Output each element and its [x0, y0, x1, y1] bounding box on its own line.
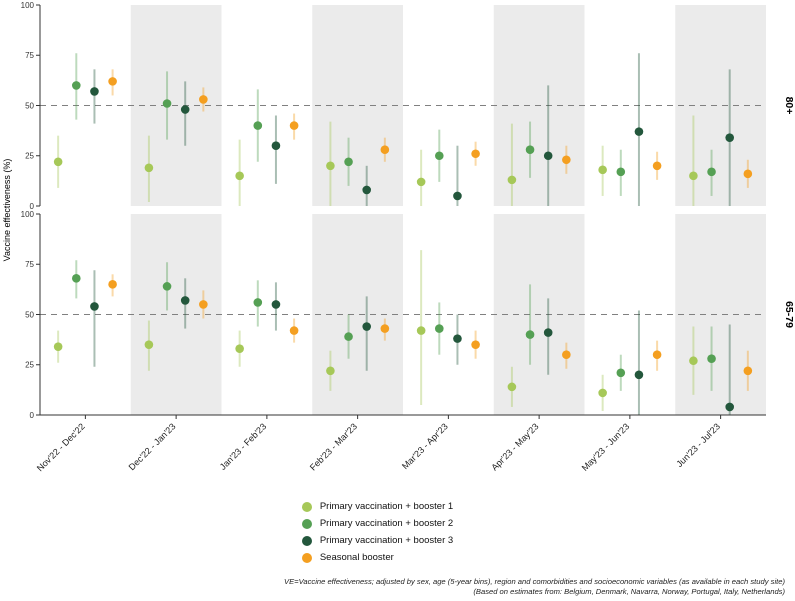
footnote-line2: (Based on estimates from: Belgium, Denma…	[473, 586, 785, 596]
footnote: VE=Vaccine effectiveness; adjusted by se…	[284, 577, 785, 598]
legend-label-seasonal: Seasonal booster	[319, 552, 394, 563]
svg-text:50: 50	[25, 101, 34, 110]
legend-item-booster1: Primary vaccination + booster 1	[301, 498, 454, 515]
svg-text:25: 25	[25, 152, 34, 161]
svg-text:65-79: 65-79	[783, 301, 795, 328]
svg-text:May'23 - Jun'23: May'23 - Jun'23	[580, 421, 632, 473]
svg-text:Apr'23 - May'23: Apr'23 - May'23	[489, 421, 540, 472]
svg-text:80+: 80+	[783, 97, 795, 115]
svg-text:0: 0	[30, 411, 35, 420]
svg-text:0: 0	[30, 202, 35, 211]
svg-text:Jun'23 - Jul'23: Jun'23 - Jul'23	[674, 421, 722, 469]
legend-item-booster3: Primary vaccination + booster 3	[301, 532, 454, 549]
legend-swatch-booster2-icon	[301, 518, 312, 529]
legend-label-booster2: Primary vaccination + booster 2	[319, 518, 454, 529]
svg-text:25: 25	[25, 361, 34, 370]
svg-text:Mar'23 - Apr'23: Mar'23 - Apr'23	[400, 421, 450, 471]
svg-text:75: 75	[25, 260, 34, 269]
svg-text:Dec'22 - Jan'23: Dec'22 - Jan'23	[127, 421, 178, 472]
legend-label-booster1: Primary vaccination + booster 1	[319, 501, 454, 512]
svg-text:Nov'22 - Dec'22: Nov'22 - Dec'22	[35, 421, 87, 473]
svg-text:100: 100	[21, 1, 35, 10]
legend-label-booster3: Primary vaccination + booster 3	[319, 535, 454, 546]
footnote-line1: VE=Vaccine effectiveness; adjusted by se…	[284, 576, 785, 586]
legend-swatch-seasonal-icon	[301, 552, 312, 563]
legend-swatch-booster3-icon	[301, 535, 312, 546]
chart-canvas: 0 25 50 75 100 80+ 0 25 50 75 100 65-79 Nov'22 - Dec…	[2, 1, 795, 473]
svg-text:75: 75	[25, 51, 34, 60]
legend-item-seasonal: Seasonal booster	[301, 549, 453, 566]
svg-text:Feb'23 - Mar'23: Feb'23 - Mar'23	[308, 421, 359, 472]
svg-text:50: 50	[25, 310, 34, 319]
legend: Primary vaccination + booster 1 Primary …	[301, 498, 493, 566]
legend-item-booster2: Primary vaccination + booster 2	[301, 515, 454, 532]
svg-text:Jan'23 - Feb'23: Jan'23 - Feb'23	[218, 421, 269, 472]
svg-text:Vaccine effectiveness (%): Vaccine effectiveness (%)	[2, 159, 12, 262]
legend-swatch-booster1-icon	[301, 501, 312, 512]
svg-text:100: 100	[21, 210, 35, 219]
